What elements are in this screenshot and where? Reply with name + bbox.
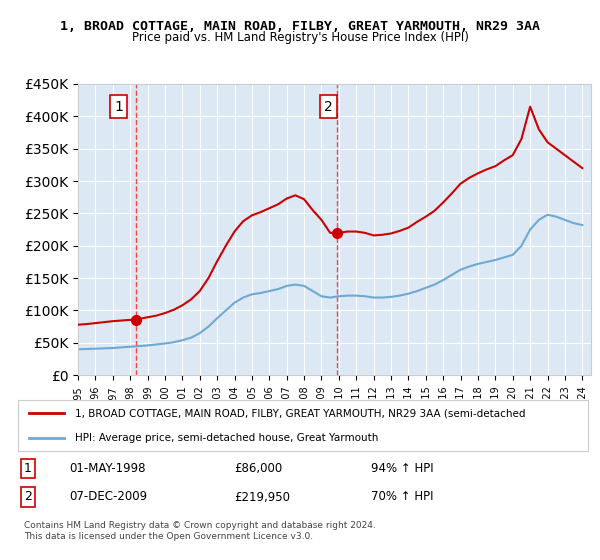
- Text: 1: 1: [114, 100, 123, 114]
- Text: 01-MAY-1998: 01-MAY-1998: [70, 462, 146, 475]
- Text: Price paid vs. HM Land Registry's House Price Index (HPI): Price paid vs. HM Land Registry's House …: [131, 31, 469, 44]
- Text: 2: 2: [325, 100, 333, 114]
- Text: HPI: Average price, semi-detached house, Great Yarmouth: HPI: Average price, semi-detached house,…: [75, 433, 379, 443]
- Text: 70% ↑ HPI: 70% ↑ HPI: [371, 491, 434, 503]
- Text: £86,000: £86,000: [235, 462, 283, 475]
- Text: 1: 1: [24, 462, 32, 475]
- Text: 1, BROAD COTTAGE, MAIN ROAD, FILBY, GREAT YARMOUTH, NR29 3AA: 1, BROAD COTTAGE, MAIN ROAD, FILBY, GREA…: [60, 20, 540, 32]
- Text: 07-DEC-2009: 07-DEC-2009: [70, 491, 148, 503]
- Text: 1, BROAD COTTAGE, MAIN ROAD, FILBY, GREAT YARMOUTH, NR29 3AA (semi-detached: 1, BROAD COTTAGE, MAIN ROAD, FILBY, GREA…: [75, 408, 526, 418]
- Text: Contains HM Land Registry data © Crown copyright and database right 2024.
This d: Contains HM Land Registry data © Crown c…: [24, 521, 376, 541]
- Text: 2: 2: [24, 491, 32, 503]
- Text: 94% ↑ HPI: 94% ↑ HPI: [371, 462, 434, 475]
- Text: £219,950: £219,950: [235, 491, 290, 503]
